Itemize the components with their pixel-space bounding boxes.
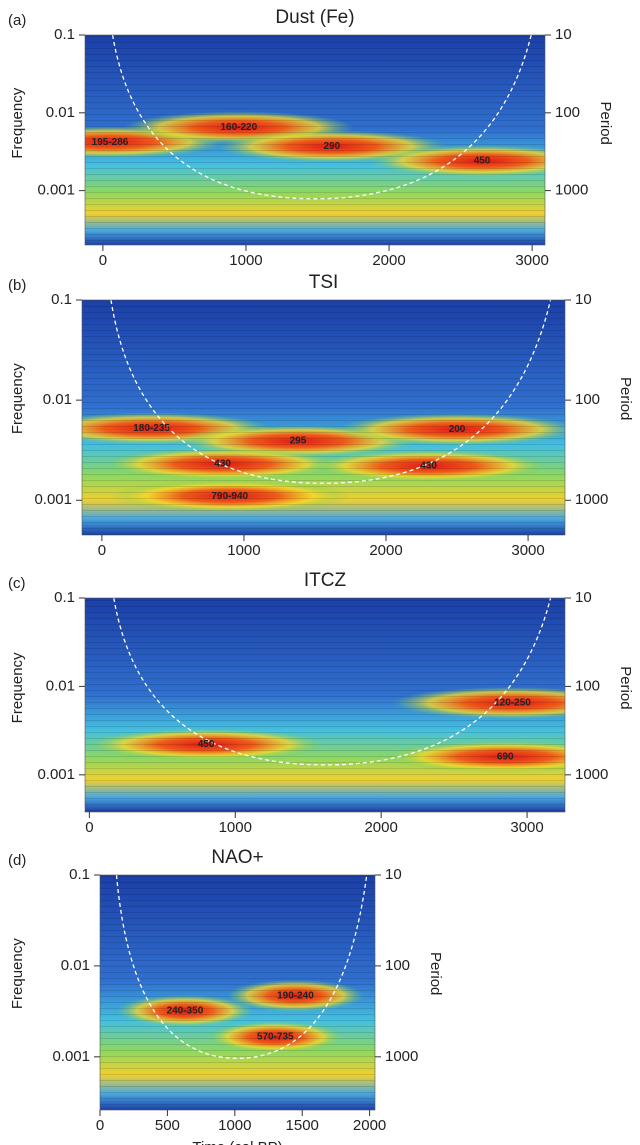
y-axis-label: Frequency — [9, 652, 26, 723]
x-tick-label: 2000 — [372, 252, 405, 269]
annotation: 570-735 — [257, 1032, 294, 1043]
annotation: 180-235 — [133, 423, 170, 434]
y2-axis-label: Period — [617, 377, 634, 420]
panel-letter: (b) — [8, 277, 26, 294]
y-tick-label: 0.01 — [46, 677, 75, 694]
panel: 195-286 160-220 290 450 0.1 0.01 0.001 10 100 100… — [8, 7, 614, 269]
plot-frame — [84, 34, 546, 246]
annotation: 160-220 — [220, 122, 257, 133]
y2-axis-label: Period — [427, 952, 444, 995]
panel: 180-235 295 200 430 430 790-940 0.1 0.01 0.001 10… — [8, 272, 634, 559]
y-tick-label: 0.1 — [51, 291, 72, 308]
y-tick-label: 0.001 — [37, 182, 75, 199]
x-tick-label: 2000 — [353, 1117, 386, 1134]
y-tick-label: 0.1 — [69, 866, 90, 883]
annotation: 195-286 — [92, 137, 129, 148]
annotation: 430 — [214, 459, 231, 470]
annotation: 120-250 — [494, 698, 531, 709]
stripes — [85, 598, 565, 812]
y-axis-label: Frequency — [9, 938, 26, 1009]
y-tick-label: 0.1 — [54, 589, 75, 606]
y-tick-label: 0.01 — [61, 957, 90, 974]
panel-title: ITCZ — [304, 570, 347, 591]
plot-area: 120-250 450 690 — [85, 598, 565, 812]
x-tick-label: 1000 — [227, 542, 260, 559]
x-tick-label: 1000 — [229, 252, 262, 269]
y2-tick-label: 1000 — [555, 182, 588, 199]
y2-tick-label: 10 — [385, 866, 402, 883]
cone-of-influence — [111, 35, 532, 200]
x-tick-label: 3000 — [515, 252, 548, 269]
x-tick-label: 1000 — [218, 1117, 251, 1134]
y-tick-label: 0.01 — [46, 104, 75, 121]
x-tick-label: 0 — [98, 542, 106, 559]
panel-letter: (a) — [8, 12, 26, 29]
y-tick-label: 0.001 — [37, 766, 75, 783]
annotation: 200 — [449, 424, 466, 435]
panel: 190-240 240-350 570-735 0.1 0.01 0.001 10 100 10… — [8, 847, 444, 1145]
y-tick-label: 0.001 — [52, 1048, 90, 1065]
y2-tick-label: 1000 — [385, 1048, 418, 1065]
panel: 120-250 450 690 0.1 0.01 0.001 10 100 1000 0 1000 2… — [8, 570, 634, 836]
panel-title: Dust (Fe) — [275, 7, 354, 28]
plot-area: 180-235 295 200 430 430 790-940 — [82, 300, 565, 535]
x-tick-label: 3000 — [511, 542, 544, 559]
annotation: 295 — [290, 436, 307, 447]
y2-tick-label: 1000 — [575, 766, 608, 783]
y-tick-label: 0.001 — [34, 491, 72, 508]
x-tick-label: 0 — [99, 252, 107, 269]
annotation: 290 — [323, 141, 340, 152]
panel-letter: (d) — [8, 852, 26, 869]
y-axis-label: Frequency — [9, 363, 26, 434]
y2-axis-label: Period — [597, 102, 614, 145]
y-tick-label: 0.01 — [43, 391, 72, 408]
plot-area: 190-240 240-350 570-735 — [100, 875, 375, 1110]
x-tick-label: 0 — [85, 819, 93, 836]
panel-title: NAO+ — [211, 847, 263, 868]
y-tick-label: 0.1 — [54, 26, 75, 43]
x-tick-label: 3000 — [510, 819, 543, 836]
annotation: 430 — [420, 461, 437, 472]
y2-tick-label: 100 — [575, 391, 600, 408]
y2-tick-label: 100 — [575, 677, 600, 694]
y2-tick-label: 1000 — [575, 491, 608, 508]
annotation: 240-350 — [167, 1006, 204, 1017]
y-axis-label: Frequency — [9, 87, 26, 158]
y2-tick-label: 100 — [555, 104, 580, 121]
x-tick-label: 2000 — [364, 819, 397, 836]
plot-frame — [99, 874, 376, 1111]
x-tick-label: 500 — [155, 1117, 180, 1134]
cone-of-influence — [113, 598, 552, 766]
annotation: 190-240 — [277, 990, 314, 1001]
panel-letter: (c) — [8, 575, 26, 592]
plot-frame — [84, 597, 566, 813]
cone-of-influence — [115, 875, 368, 1059]
x-axis-label: Time (cal BP) — [192, 1139, 282, 1145]
y2-tick-label: 10 — [575, 291, 592, 308]
annotation: 690 — [497, 751, 514, 762]
stripes — [100, 875, 375, 1110]
plot-frame — [81, 299, 566, 536]
x-tick-label: 1000 — [219, 819, 252, 836]
stripes — [85, 35, 545, 245]
y2-tick-label: 10 — [555, 26, 572, 43]
plot-area: 195-286 160-220 290 450 — [85, 35, 545, 245]
panel-title: TSI — [309, 272, 339, 293]
y2-tick-label: 100 — [385, 957, 410, 974]
y2-axis-label: Period — [617, 666, 634, 709]
x-tick-label: 2000 — [369, 542, 402, 559]
annotation: 450 — [198, 739, 215, 750]
y2-tick-label: 10 — [575, 589, 592, 606]
annotation: 450 — [474, 156, 491, 167]
x-tick-label: 0 — [96, 1117, 104, 1134]
annotation: 790-940 — [211, 491, 248, 502]
cone-of-influence — [110, 300, 552, 484]
stripes — [82, 300, 565, 535]
x-tick-label: 1500 — [286, 1117, 319, 1134]
